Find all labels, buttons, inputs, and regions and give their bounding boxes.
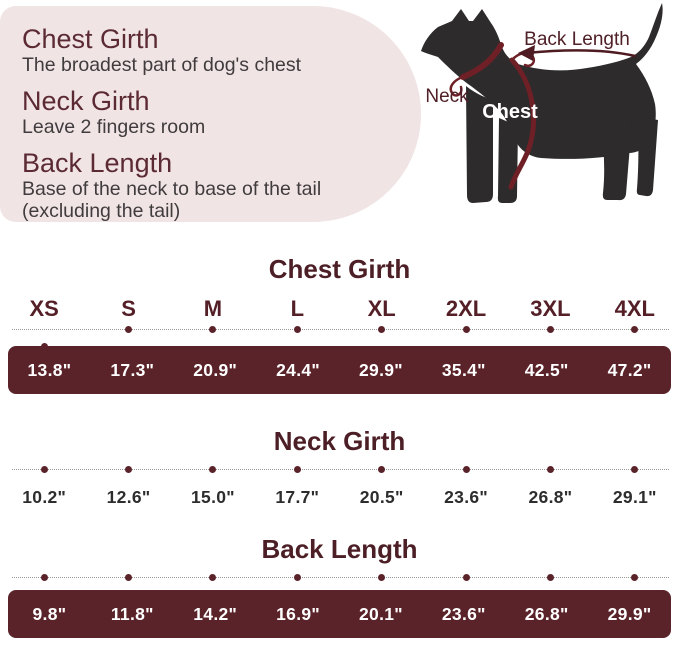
size-marker-dot xyxy=(631,574,639,581)
size-label-xs: XS xyxy=(29,296,59,321)
neck-value: 17.7" xyxy=(275,487,320,507)
chest-value: 17.3" xyxy=(110,359,155,380)
back-value: 11.8" xyxy=(110,603,154,624)
size-label-4xl: 4XL xyxy=(614,296,655,321)
info-item-back: Back Length Base of the neck to base of … xyxy=(22,148,375,222)
info-desc-neck: Leave 2 fingers room xyxy=(22,116,206,138)
dog-measurement-diagram: Back Length Neck Chest xyxy=(421,3,663,203)
size-marker-dot xyxy=(378,574,386,581)
size-marker-dot xyxy=(293,326,301,333)
dog-hind-leg xyxy=(598,108,632,201)
back-value: 23.6" xyxy=(441,603,486,624)
back-value: 16.9" xyxy=(276,603,320,624)
size-marker-dot xyxy=(125,466,133,473)
back-value: 20.1" xyxy=(359,603,403,624)
dog-front-leg xyxy=(466,86,493,203)
size-label-xl: XL xyxy=(367,296,396,321)
size-marker-dot xyxy=(40,466,48,473)
neck-value: 20.5" xyxy=(359,487,404,507)
neck-value: 12.6" xyxy=(106,487,151,507)
neck-girth-band xyxy=(460,42,504,80)
size-marker-dot xyxy=(462,574,470,581)
neck-value: 15.0" xyxy=(191,487,235,507)
back-length-value-bar: 9.8" 11.8" 14.2" 16.9" 20.1" 23.6" 26.8"… xyxy=(8,590,671,638)
chest-girth-band xyxy=(508,57,537,190)
back-length-arrow-line xyxy=(524,49,637,58)
size-marker-dot xyxy=(378,326,386,333)
dotted-line xyxy=(12,577,669,578)
back-length-arrow-head xyxy=(518,45,535,61)
back-length-title: Back Length xyxy=(261,534,418,564)
info-item-chest: Chest Girth The broadest part of dog's c… xyxy=(22,24,375,76)
info-desc-back: Base of the neck to base of the tail (ex… xyxy=(22,178,322,222)
hero-section: Chest Girth The broadest part of dog's c… xyxy=(0,0,679,228)
neck-girth-section: Neck Girth 10.2" 12.6" 15.0" 17.7" 20.5"… xyxy=(0,426,679,508)
dog-hind-leg-rear xyxy=(636,108,658,197)
size-marker-dot xyxy=(209,326,217,333)
size-label-m: M xyxy=(203,296,223,321)
size-label-3xl: 3XL xyxy=(530,296,571,321)
chest-value: 20.9" xyxy=(193,359,238,380)
back-dotted-axis xyxy=(0,572,679,584)
size-label-l: L xyxy=(290,296,305,321)
info-desc-chest: The broadest part of dog's chest xyxy=(22,54,302,76)
size-marker-dot xyxy=(209,574,217,581)
chest-value: 13.8" xyxy=(27,359,72,380)
size-header-row: XS S M L XL 2XL 3XL 4XL xyxy=(0,296,679,321)
info-item-neck: Neck Girth Leave 2 fingers room xyxy=(22,86,375,138)
back-length-diagram-label: Back Length xyxy=(524,29,630,50)
chest-girth-value-bar: 13.8" 17.3" 20.9" 24.4" 29.9" 35.4" 42.5… xyxy=(8,346,671,394)
neck-dotted-axis xyxy=(0,464,679,476)
neck-value: 23.6" xyxy=(444,487,488,507)
size-marker-dot xyxy=(462,326,470,333)
chest-value: 29.9" xyxy=(359,359,403,380)
size-label-s: S xyxy=(121,296,136,321)
chest-value: 42.5" xyxy=(524,359,569,380)
size-label-2xl: 2XL xyxy=(445,296,487,321)
chest-value: 47.2" xyxy=(607,359,652,380)
chest-value: 24.4" xyxy=(276,359,320,380)
measurement-info-panel: Chest Girth The broadest part of dog's c… xyxy=(0,6,421,222)
dog-front-leg-rear xyxy=(497,118,518,203)
size-marker-dot xyxy=(125,574,133,581)
size-marker-dot xyxy=(546,466,554,473)
size-marker-dot xyxy=(209,466,217,473)
dotted-line xyxy=(12,329,669,330)
chest-diagram-label: Chest xyxy=(482,101,538,123)
neck-girth-value-row: 10.2" 12.6" 15.0" 17.7" 20.5" 23.6" 26.8… xyxy=(0,487,679,508)
chest-girth-title: Chest Girth xyxy=(268,254,411,284)
size-marker-dot xyxy=(631,466,639,473)
info-title-chest: Chest Girth xyxy=(22,24,159,54)
back-value: 14.2" xyxy=(193,603,238,624)
back-length-section: Back Length 9.8" 11.8" 14.2" 16.9" 20.1"… xyxy=(0,534,679,638)
neck-value: 29.1" xyxy=(612,487,657,507)
neck-value: 26.8" xyxy=(528,487,573,507)
neck-girth-curl xyxy=(449,75,465,97)
chest-girth-section: Chest Girth XS S M L XL 2XL 3XL 4XL 13.8… xyxy=(0,254,679,394)
size-marker-dot xyxy=(293,574,301,581)
back-value: 26.8" xyxy=(524,603,569,624)
size-marker-dot xyxy=(378,466,386,473)
chest-dotted-axis xyxy=(0,324,679,350)
back-value: 9.8" xyxy=(32,603,67,624)
neck-value: 10.2" xyxy=(22,487,67,507)
size-marker-dot xyxy=(40,574,48,581)
info-title-neck: Neck Girth xyxy=(22,86,150,116)
size-marker-dot xyxy=(293,466,301,473)
chest-value: 35.4" xyxy=(441,359,486,380)
back-value: 29.9" xyxy=(607,603,652,624)
size-marker-dot xyxy=(125,326,133,333)
size-marker-dot xyxy=(546,574,554,581)
neck-girth-title: Neck Girth xyxy=(273,426,406,456)
size-marker-dot xyxy=(462,466,470,473)
size-marker-dot xyxy=(631,326,639,333)
info-title-back: Back Length xyxy=(22,148,173,178)
neck-diagram-label: Neck xyxy=(425,86,469,107)
dotted-line xyxy=(12,469,669,470)
size-marker-dot xyxy=(546,326,554,333)
